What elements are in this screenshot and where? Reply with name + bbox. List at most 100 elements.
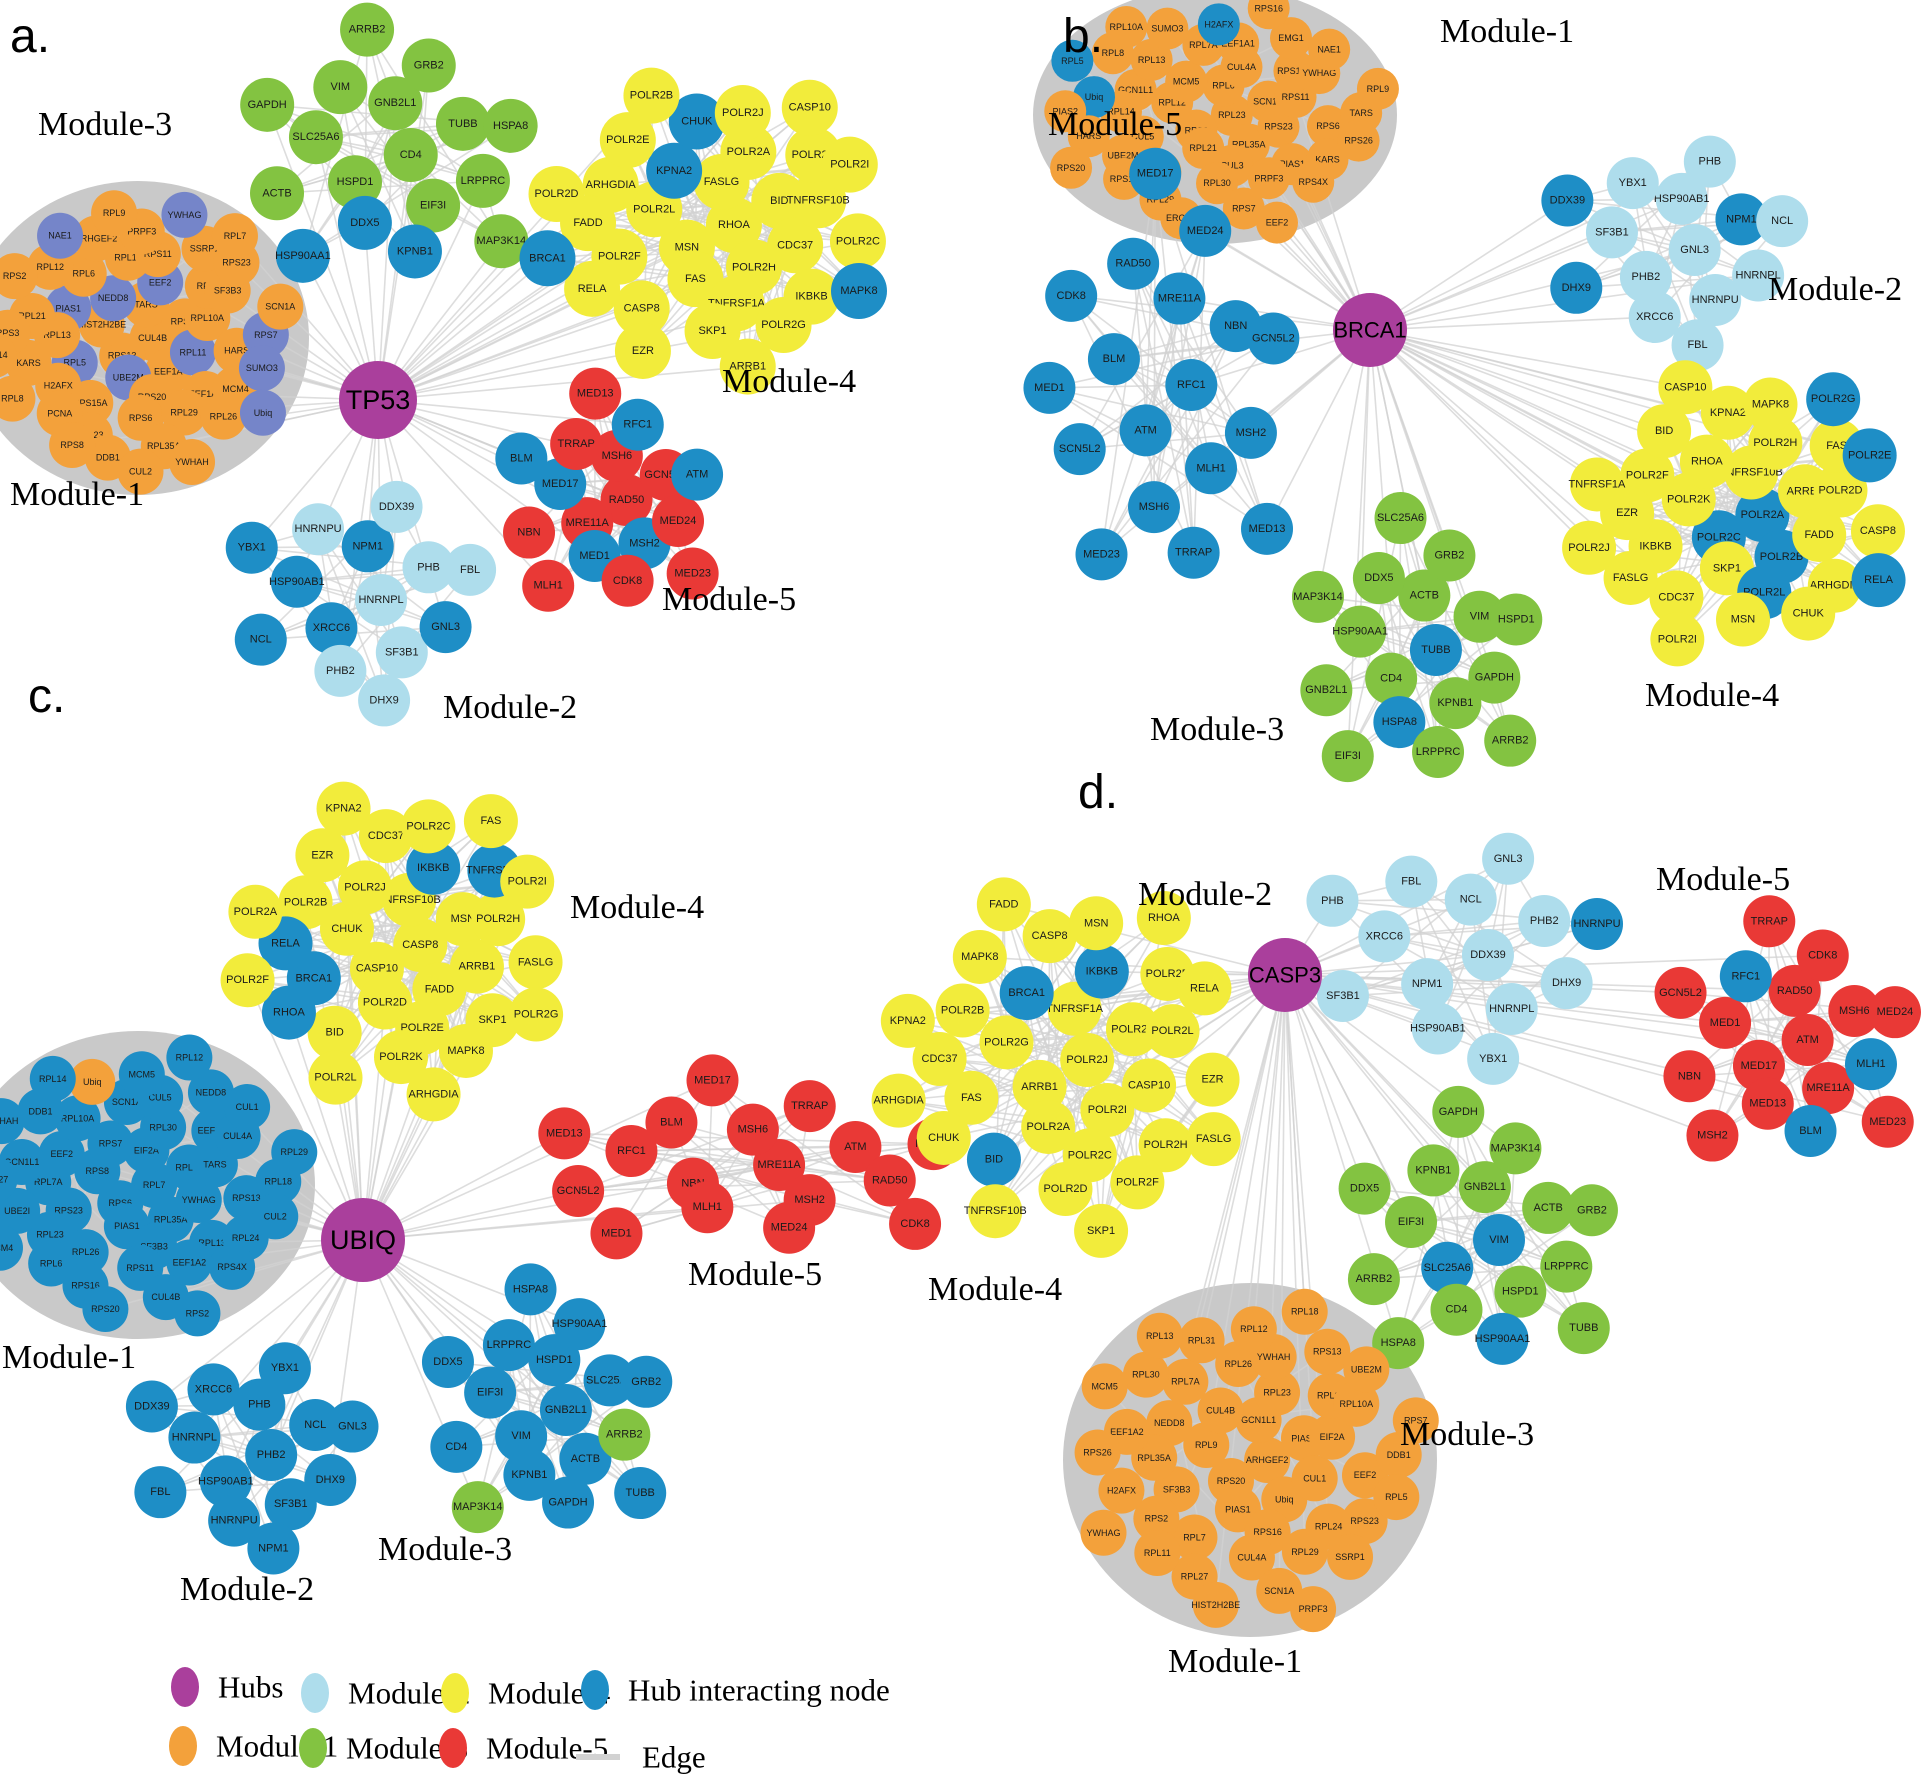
node-YWHAG (161, 191, 208, 238)
node-label: MLH1 (693, 1201, 722, 1213)
node-EZR (1185, 1052, 1240, 1107)
node-CUL2 (117, 448, 164, 495)
node-label: POLR2E (1848, 449, 1891, 461)
node-DDX5 (421, 1336, 474, 1389)
node-label: SSRP1 (1335, 1552, 1365, 1562)
node-HNRNPL (355, 574, 408, 626)
node-label: CUL1 (1303, 1473, 1326, 1483)
node-RPS7 (1222, 187, 1265, 230)
node-YBX1 (1606, 157, 1659, 210)
node-label: CUL3 (1221, 161, 1244, 171)
node-label: RPS7 (254, 330, 278, 340)
node-label: MED24 (1877, 1006, 1914, 1018)
node-label: POLR2L (1151, 1025, 1193, 1037)
panel-c: CASP8 CASP10 TNFRSF10B FADD CHUK MSN POLR2D POL… (0, 670, 960, 1608)
node-label: EEF2 (1266, 218, 1289, 228)
node-CDK8 (601, 554, 654, 607)
node-ARRB2 (598, 1408, 651, 1461)
node-label: DDB1 (1387, 1450, 1411, 1460)
node-label: SF3B1 (385, 646, 419, 658)
edge (670, 1121, 790, 1229)
edge (1049, 387, 1268, 530)
node-label: PHB (1321, 895, 1344, 907)
node-RAD50 (863, 1154, 916, 1207)
node-label: POLR2I (1088, 1104, 1127, 1116)
node-RPS20 (1050, 146, 1093, 189)
node-CUL1 (224, 1084, 271, 1131)
node-RPL30 (1196, 162, 1239, 205)
node-label: RPL29 (170, 407, 198, 417)
node-label: ACTB (1533, 1202, 1562, 1214)
legend-swatch-hub (171, 1667, 199, 1707)
node-label: RPL24 (232, 1233, 260, 1243)
node-GNL3 (1482, 832, 1535, 885)
node-label: Ubiq (254, 408, 273, 418)
hub-node-UBIQ (321, 1198, 405, 1282)
module-label-b-module-5: Module-5 (1048, 106, 1182, 143)
node-label: CASP8 (402, 939, 438, 951)
node-label: MRE11A (566, 517, 610, 529)
node-label: POLR2J (1066, 1054, 1108, 1066)
node-VIM (1473, 1214, 1526, 1266)
node-HNRNPU (1571, 898, 1624, 951)
node-label: RPL31 (175, 1162, 203, 1172)
node-label: RPL6 (1212, 81, 1235, 91)
node-FAS (463, 794, 518, 849)
node-NAE1 (1308, 28, 1351, 71)
node-label: POLR2B (1760, 551, 1803, 563)
node-label: NBN (1678, 1070, 1701, 1082)
node-BLM (645, 1096, 698, 1149)
node-label: NEDD8 (196, 1087, 227, 1097)
node-label: RHOA (718, 219, 750, 231)
node-HSP90AB1 (1411, 1002, 1464, 1055)
node-RPL10A (1105, 5, 1148, 48)
node-RPL29 (161, 389, 208, 436)
node-FADD (976, 877, 1031, 932)
node-label: XRCC6 (313, 622, 350, 634)
node-label: FAS (685, 273, 706, 285)
node-CDC37 (358, 809, 413, 864)
node-label: RPS23 (1264, 122, 1293, 132)
node-label: SLC25A6 (292, 131, 339, 143)
node-label: CDC37 (368, 830, 404, 842)
node-label: ACTB (571, 1453, 600, 1465)
node-POLR2G (1806, 372, 1861, 427)
node-PHB (233, 1378, 286, 1431)
node-label: POLR2D (363, 997, 407, 1009)
node-label: TNFRSF10B (1720, 467, 1783, 479)
node-label: RPS26 (1344, 136, 1373, 146)
node-label: MED24 (771, 1222, 808, 1234)
node-CUL2 (252, 1193, 299, 1240)
node-label: TNFRSF10B (787, 194, 850, 206)
node-label: ARHGDIA (586, 179, 637, 191)
node-label: MAP3K14 (453, 1501, 503, 1513)
node-RAD50 (600, 474, 653, 526)
node-HSP90AB1 (1655, 172, 1708, 225)
node-TUBB (1557, 1302, 1610, 1355)
node-RELA (1851, 553, 1906, 608)
node-label: GCN1L1 (4, 1157, 39, 1167)
node-label: RPL30 (149, 1122, 177, 1132)
node-label: RPL11 (180, 347, 207, 357)
node-label: MED1 (601, 1227, 632, 1239)
edge (1100, 337, 1274, 555)
node-label: VIM (1489, 1234, 1509, 1246)
node-RPL29 (271, 1129, 318, 1176)
node-label: HNRNPU (1573, 918, 1620, 930)
node-RPS13 (1304, 1328, 1351, 1375)
node-RPL13 (1136, 1312, 1183, 1359)
node-label: POLR2E (606, 134, 649, 146)
module-label-d-module-2: Module-2 (1138, 876, 1272, 913)
node-EIF3I (1321, 730, 1374, 783)
node-label: CASP10 (789, 102, 831, 114)
node-label: MCM4 (0, 1243, 13, 1253)
node-label: BLM (510, 452, 533, 464)
node-CASP8 (1022, 909, 1077, 964)
node-label: YWHAG (167, 210, 201, 220)
node-SKP1 (684, 302, 741, 359)
node-label: UBE2I (4, 1206, 30, 1216)
node-label: NCL (1771, 215, 1793, 227)
node-label: ARRB2 (349, 24, 386, 36)
node-label: SUMO3 (1151, 24, 1183, 34)
node-label: PIAS1 (114, 1221, 140, 1231)
